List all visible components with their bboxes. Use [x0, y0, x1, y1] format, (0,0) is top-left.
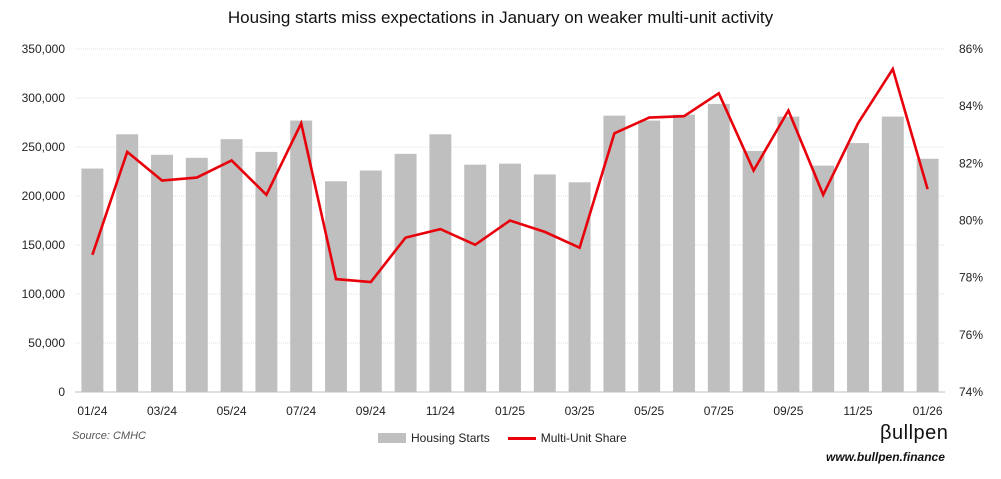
bar-housing-starts: [185, 157, 208, 392]
chart-title: Housing starts miss expectations in Janu…: [227, 8, 774, 27]
legend-line-swatch: [507, 436, 536, 440]
x-axis-tick-label: 11/25: [843, 404, 872, 418]
x-axis-tick-label: 03/25: [565, 404, 595, 418]
x-axis-tick-label: 09/25: [773, 404, 803, 418]
right-axis-tick-label: 80%: [959, 214, 983, 228]
x-axis-tick-label: 07/24: [286, 404, 316, 418]
right-axis-tick-label: 82%: [959, 156, 983, 170]
x-axis-tick-label: 09/24: [356, 404, 386, 418]
website-url: www.bullpen.finance: [826, 450, 945, 464]
left-axis-tick-label: 100,000: [22, 287, 66, 301]
bar-housing-starts: [429, 134, 452, 392]
x-axis-tick-label: 05/25: [634, 404, 664, 418]
left-axis-tick-label: 50,000: [28, 336, 65, 350]
bar-housing-starts: [220, 139, 243, 392]
bar-housing-starts: [464, 164, 487, 392]
legend-bar-swatch: [378, 433, 406, 443]
right-axis-tick-label: 76%: [959, 328, 983, 342]
left-axis-tick-label: 250,000: [22, 140, 66, 154]
left-axis-tick-label: 200,000: [22, 189, 66, 203]
bar-housing-starts: [568, 182, 591, 392]
bar-housing-starts: [116, 134, 139, 392]
bar-housing-starts: [394, 153, 417, 392]
source-note: Source: CMHC: [72, 430, 146, 442]
legend-line-label: Multi-Unit Share: [540, 431, 627, 445]
bar-housing-starts: [847, 143, 869, 392]
bar-housing-starts: [255, 151, 278, 392]
bullpen-logo: βullpen: [880, 422, 949, 444]
x-axis-tick-label: 01/25: [495, 404, 525, 418]
bar-housing-starts: [777, 116, 800, 393]
x-axis-tick-label: 01/24: [77, 404, 107, 418]
x-axis-tick-label: 11/24: [426, 404, 455, 418]
bar-housing-starts: [707, 103, 730, 392]
left-axis-tick-label: 300,000: [22, 91, 66, 105]
right-axis-tick-label: 84%: [959, 99, 983, 113]
bar-housing-starts: [638, 120, 661, 392]
left-axis-tick-label: 350,000: [22, 42, 66, 56]
bar-housing-starts: [325, 181, 347, 392]
x-axis-tick-label: 07/25: [704, 404, 734, 418]
bar-housing-starts: [916, 158, 939, 392]
right-axis-tick-label: 86%: [959, 42, 983, 56]
legend-bar-label: Housing Starts: [411, 431, 490, 445]
bar-housing-starts: [603, 115, 626, 392]
legend: Housing Starts Multi-Unit Share: [378, 431, 627, 445]
x-axis-tick-label: 03/24: [147, 404, 177, 418]
bar-housing-starts: [533, 174, 556, 392]
bar-housing-starts: [881, 116, 904, 393]
right-axis-tick-label: 74%: [959, 385, 983, 399]
left-axis-tick-label: 150,000: [22, 238, 66, 252]
bar-housing-starts: [81, 168, 104, 392]
x-axis-tick-label: 05/24: [217, 404, 247, 418]
bar-housing-starts: [742, 150, 765, 392]
right-axis-tick-label: 78%: [959, 271, 983, 285]
bar-housing-starts: [290, 120, 313, 392]
bar-housing-starts: [499, 163, 521, 392]
bar-housing-starts: [673, 114, 695, 392]
x-axis-tick-label: 01/26: [913, 404, 943, 418]
left-axis-tick-label: 0: [58, 385, 65, 399]
bar-housing-starts: [151, 154, 173, 392]
bar-housing-starts: [812, 165, 835, 392]
